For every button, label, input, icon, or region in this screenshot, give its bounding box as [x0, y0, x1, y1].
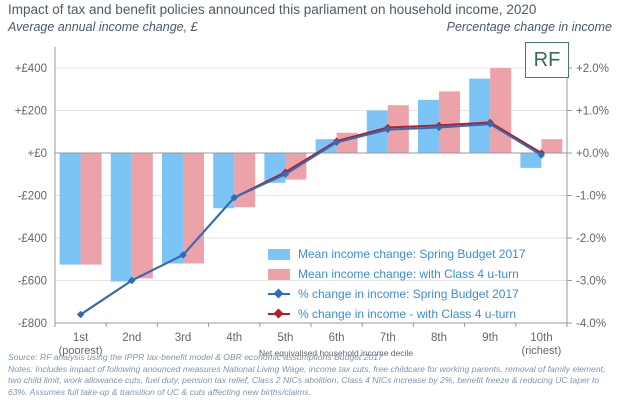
- marker-spring-budget: [77, 310, 85, 319]
- y-right-tick-label: -2.0%: [576, 233, 606, 245]
- bar-class4-uturn: [439, 91, 460, 153]
- x-tick-label: 4th: [226, 332, 242, 344]
- right-axis-title: Percentage change in income: [446, 20, 612, 34]
- bar-class4-uturn: [541, 139, 563, 153]
- x-tick-label: 6th: [329, 332, 345, 344]
- x-tick-label: 7th: [380, 332, 396, 344]
- bar-class4-uturn: [131, 153, 153, 279]
- resolution-foundation-logo: RF: [525, 42, 569, 78]
- legend-swatch-line-class4: [268, 308, 290, 320]
- x-tick-label: 10th: [530, 332, 552, 344]
- marker-spring-budget: [281, 170, 289, 178]
- marker-spring-budget: [230, 194, 238, 202]
- bar-spring-budget: [162, 153, 183, 264]
- legend-swatch-bar-class4: [268, 268, 290, 280]
- legend-label-bar-spring: Mean income change: Spring Budget 2017: [298, 247, 526, 261]
- x-tick-label: 9th: [482, 332, 498, 344]
- x-tick-label: 3rd: [175, 332, 192, 344]
- legend-swatch-line-spring: [268, 288, 290, 300]
- legend-item-line-class4: % change in income - with Class 4 u-turn: [268, 304, 526, 324]
- legend-item-line-spring: % change in income: Spring Budget 2017: [268, 284, 526, 304]
- y-left-tick-label: -£200: [18, 191, 47, 203]
- y-right-tick-label: -1.0%: [576, 191, 606, 203]
- y-left-tick-label: +£0: [27, 148, 47, 160]
- x-tick-label: 8th: [431, 332, 447, 344]
- y-right-tick-label: +1.0%: [576, 106, 609, 118]
- marker-spring-budget: [435, 123, 443, 132]
- bar-class4-uturn: [234, 153, 256, 208]
- legend-label-line-spring: % change in income: Spring Budget 2017: [298, 287, 519, 301]
- marker-spring-budget: [333, 138, 341, 146]
- line-spring-budget: [80, 123, 542, 316]
- chart-footnotes: Source: RF analysis using the IPPR tax-b…: [8, 352, 618, 398]
- y-left-tick-label: -£400: [18, 233, 47, 245]
- y-right-tick-label: +0.0%: [576, 148, 609, 160]
- left-axis-title: Average annual income change, £: [8, 20, 198, 34]
- y-right-tick-label: -4.0%: [576, 318, 606, 330]
- x-tick-sublabel: (poorest): [59, 345, 103, 357]
- chart-title: Impact of tax and benefit policies annou…: [8, 2, 537, 17]
- legend-label-bar-class4: Mean income change: with Class 4 u-turn: [298, 267, 519, 281]
- notes-text: Notes: Includes impact of following anou…: [8, 363, 606, 397]
- bar-spring-budget: [110, 153, 132, 282]
- x-tick-sublabel: (richest): [522, 345, 562, 357]
- marker-spring-budget: [179, 251, 187, 259]
- y-right-tick-label: -3.0%: [576, 276, 606, 288]
- chart-canvas: +£400 +£200 +£0 -£200 -£400 -£600 -£800 +2.0% +1…: [15, 46, 609, 358]
- bar-spring-budget: [520, 153, 542, 168]
- marker-spring-budget: [537, 151, 545, 159]
- legend-swatch-bar-spring: [268, 248, 290, 260]
- x-tick-label: 2nd: [122, 332, 141, 344]
- bar-class4-uturn: [490, 68, 512, 153]
- source-note: Source: RF analysis using the IPPR tax-b…: [8, 352, 383, 362]
- legend-label-line-class4: % change in income - with Class 4 u-turn: [298, 307, 517, 321]
- legend-item-bar-spring: Mean income change: Spring Budget 2017: [268, 244, 526, 264]
- x-tick-label: 1st: [73, 332, 89, 344]
- bar-class4-uturn: [80, 153, 102, 265]
- y-left-tick-label: +£400: [15, 63, 47, 75]
- y-left-tick-label: -£600: [18, 276, 47, 288]
- x-tick-label: 5th: [277, 332, 293, 344]
- marker-spring-budget: [384, 126, 392, 134]
- marker-spring-budget: [486, 120, 494, 128]
- bar-spring-budget: [469, 78, 491, 153]
- bar-class4-uturn: [183, 153, 204, 264]
- marker-spring-budget: [128, 276, 136, 285]
- bar-spring-budget: [213, 153, 235, 209]
- chart-legend: Mean income change: Spring Budget 2017 M…: [268, 244, 526, 324]
- y-left-tick-label: +£200: [15, 106, 47, 118]
- y-right-tick-label: +2.0%: [576, 63, 609, 75]
- legend-item-bar-class4: Mean income change: with Class 4 u-turn: [268, 264, 526, 284]
- x-axis-label: Net equivalised household income decile: [259, 348, 413, 358]
- y-left-tick-label: -£800: [18, 318, 47, 330]
- bar-spring-budget: [59, 153, 81, 265]
